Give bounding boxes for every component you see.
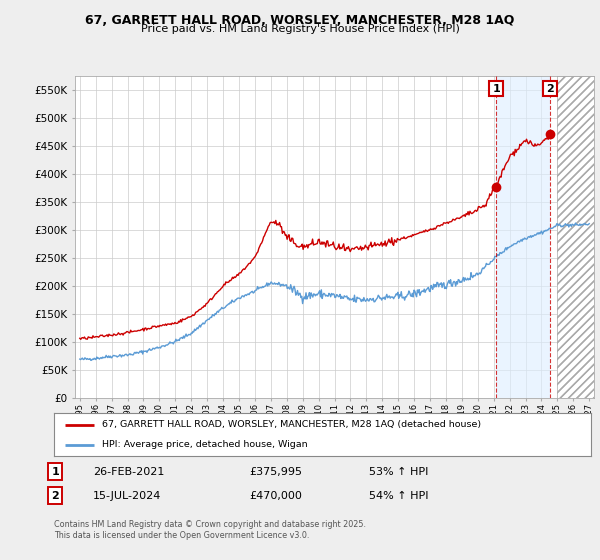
- Text: HPI: Average price, detached house, Wigan: HPI: Average price, detached house, Wiga…: [103, 440, 308, 449]
- Text: 26-FEB-2021: 26-FEB-2021: [93, 466, 164, 477]
- Text: £375,995: £375,995: [249, 466, 302, 477]
- Bar: [496, 76, 550, 398]
- Text: 2: 2: [52, 491, 59, 501]
- Text: 54% ↑ HPI: 54% ↑ HPI: [369, 491, 428, 501]
- Bar: [557, 76, 594, 398]
- Text: 1: 1: [492, 83, 500, 94]
- Text: 67, GARRETT HALL ROAD, WORSLEY, MANCHESTER, M28 1AQ (detached house): 67, GARRETT HALL ROAD, WORSLEY, MANCHEST…: [103, 420, 481, 429]
- Text: 15-JUL-2024: 15-JUL-2024: [93, 491, 161, 501]
- Text: 53% ↑ HPI: 53% ↑ HPI: [369, 466, 428, 477]
- Text: 2: 2: [546, 83, 554, 94]
- Text: 67, GARRETT HALL ROAD, WORSLEY, MANCHESTER, M28 1AQ: 67, GARRETT HALL ROAD, WORSLEY, MANCHEST…: [85, 14, 515, 27]
- Text: £470,000: £470,000: [249, 491, 302, 501]
- Bar: [557, 76, 594, 398]
- Text: Price paid vs. HM Land Registry's House Price Index (HPI): Price paid vs. HM Land Registry's House …: [140, 24, 460, 34]
- Text: 1: 1: [52, 466, 59, 477]
- Bar: [557, 76, 594, 398]
- Text: Contains HM Land Registry data © Crown copyright and database right 2025.
This d: Contains HM Land Registry data © Crown c…: [54, 520, 366, 540]
